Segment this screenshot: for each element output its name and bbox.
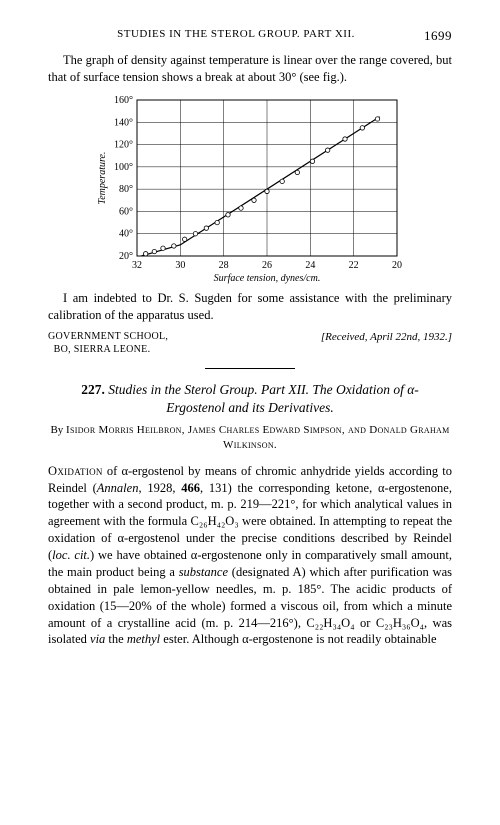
- intro-paragraph: The graph of density against temperature…: [48, 52, 452, 86]
- running-title: STUDIES IN THE STEROL GROUP. PART XII.: [117, 28, 355, 40]
- svg-text:160°: 160°: [114, 95, 133, 106]
- svg-text:120°: 120°: [114, 139, 133, 150]
- article-title-block: 227. Studies in the Sterol Group. Part X…: [58, 381, 442, 417]
- section-rule: [205, 368, 295, 369]
- svg-text:Surface tension, dynes/cm.: Surface tension, dynes/cm.: [214, 273, 321, 284]
- svg-text:28: 28: [219, 260, 229, 271]
- article-title: Studies in the Sterol Group. Part XII. T…: [108, 382, 419, 415]
- svg-text:100°: 100°: [114, 162, 133, 173]
- para1: The graph of density against temperature…: [48, 52, 452, 86]
- svg-text:32: 32: [132, 260, 142, 271]
- article-body: Oxidation of α-ergostenol by means of ch…: [48, 463, 452, 649]
- svg-text:60°: 60°: [119, 206, 133, 217]
- article-number: 227.: [81, 382, 105, 397]
- svg-text:80°: 80°: [119, 184, 133, 195]
- svg-text:20: 20: [392, 260, 402, 271]
- svg-text:30: 30: [175, 260, 185, 271]
- chart-figure: 32 30 28 26 24 22 20 20° 40° 60° 80° 100° 120° 140° 16…: [95, 94, 405, 284]
- svg-text:Temperature.: Temperature.: [97, 151, 108, 204]
- affil-line2: BO, SIERRA LEONE.: [54, 344, 151, 355]
- svg-text:140°: 140°: [114, 117, 133, 128]
- authors-prefix: By: [50, 424, 66, 436]
- svg-text:22: 22: [349, 260, 359, 271]
- affil-lines: GOVERNMENT SCHOOL, BO, SIERRA LEONE.: [48, 330, 168, 356]
- article-body-text: Oxidation of α-ergostenol by means of ch…: [48, 463, 452, 649]
- affil-line1: GOVERNMENT SCHOOL,: [48, 331, 168, 342]
- para2: I am indebted to Dr. S. Sugden for some …: [48, 290, 452, 324]
- authors-block: By Isidor Morris Heilbron, James Charles…: [48, 423, 452, 453]
- authors-names: Isidor Morris Heilbron, James Charles Ed…: [66, 424, 450, 451]
- received-date: [Received, April 22nd, 1932.]: [321, 330, 452, 344]
- running-head: STUDIES IN THE STEROL GROUP. PART XII. 1…: [48, 28, 452, 40]
- svg-text:26: 26: [262, 260, 272, 271]
- affiliation-block: GOVERNMENT SCHOOL, BO, SIERRA LEONE. [Re…: [48, 330, 452, 356]
- svg-text:40°: 40°: [119, 228, 133, 239]
- page-number: 1699: [424, 28, 452, 44]
- acknowledgement: I am indebted to Dr. S. Sugden for some …: [48, 290, 452, 324]
- chart-svg: 32 30 28 26 24 22 20 20° 40° 60° 80° 100° 120° 140° 16…: [95, 94, 405, 284]
- svg-text:20°: 20°: [119, 251, 133, 262]
- svg-text:24: 24: [305, 260, 315, 271]
